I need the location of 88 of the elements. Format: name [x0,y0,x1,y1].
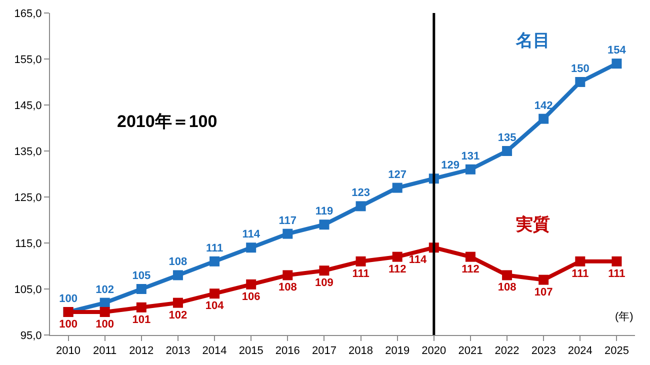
y-tick-label: 155,0 [14,54,42,66]
point [246,242,256,253]
data-label: 111 [206,242,224,254]
data-label: 112 [388,263,406,276]
data-label: 135 [498,132,516,144]
data-label: 101 [132,314,151,326]
y-tick-label: 135,0 [14,146,42,158]
point [210,288,220,299]
data-label: 100 [59,293,78,305]
data-label: 111 [352,268,370,280]
point [282,228,293,239]
x-tick-label: 2022 [494,345,520,358]
data-label: 119 [315,206,334,218]
data-label: 100 [59,318,78,330]
x-tick-label: 2023 [531,345,556,358]
data-label: 111 [608,268,626,280]
data-label: 102 [96,284,114,296]
y-tick-label: 115,0 [15,238,42,250]
data-label: 108 [498,282,516,294]
point [136,284,146,294]
data-label: 112 [462,263,480,276]
x-tick-label: 2021 [458,345,483,358]
data-label: 109 [315,277,334,290]
data-label: 108 [278,282,297,294]
x-tick-label: 2017 [312,345,336,358]
point [319,220,330,230]
point [100,298,110,308]
point [465,252,476,262]
point [612,58,622,69]
point [392,252,402,262]
point [502,146,512,156]
x-tick-label: 2013 [166,345,190,358]
x-tick-label: 2015 [238,345,264,358]
data-label: 117 [278,214,297,227]
x-tick-label: 2018 [348,345,374,358]
data-label: 114 [408,254,428,266]
point [210,256,220,266]
point [172,298,183,308]
x-tick-label: 2019 [385,345,410,358]
annotation: 2010年＝100 [117,112,218,131]
data-label: 123 [352,187,370,200]
data-label: 154 [608,44,627,57]
data-label: 102 [168,309,188,322]
data-label: 131 [461,150,480,162]
point [319,266,330,276]
point [612,256,622,266]
y-tick-label: 165,0 [14,8,42,20]
point [100,307,110,317]
series-label: 実質 [515,215,550,234]
point [538,274,549,285]
data-label: 114 [242,228,261,241]
point [465,164,476,174]
x-tick-label: 2010 [56,345,81,358]
point [575,77,586,87]
point [136,302,146,312]
data-label: 111 [572,268,589,280]
point [172,270,183,280]
point [246,279,256,290]
x-tick-label: 2024 [568,345,592,358]
point [356,201,366,212]
y-tick-label: 105,0 [14,284,42,296]
data-label: 104 [205,300,225,312]
data-label: 108 [168,256,188,268]
y-tick-label: 145,0 [14,100,42,112]
point [502,270,512,280]
point [282,270,293,280]
y-tick-label: 125,0 [14,192,42,204]
text: 名目 [515,31,550,50]
x-tick-label: 2020 [422,345,446,358]
annotation: (年) [615,311,634,323]
data-label: 105 [132,270,151,282]
point [392,182,402,193]
x-tick-label: 2011 [93,345,117,358]
data-label: 150 [570,63,590,75]
point [575,256,586,266]
x-tick-label: 2016 [275,345,300,358]
y-tick-label: 95,0 [20,330,42,342]
x-tick-label: 2012 [129,345,154,358]
point [538,114,549,124]
x-tick-label: 2014 [202,345,227,358]
data-label: 100 [96,318,114,330]
data-label: 107 [534,286,553,298]
x-tick-label: 2025 [604,345,629,358]
data-label: 106 [242,290,260,303]
data-label: 142 [534,100,553,112]
data-label: 127 [388,168,407,181]
data-label: 129 [441,160,460,172]
point [356,256,366,266]
